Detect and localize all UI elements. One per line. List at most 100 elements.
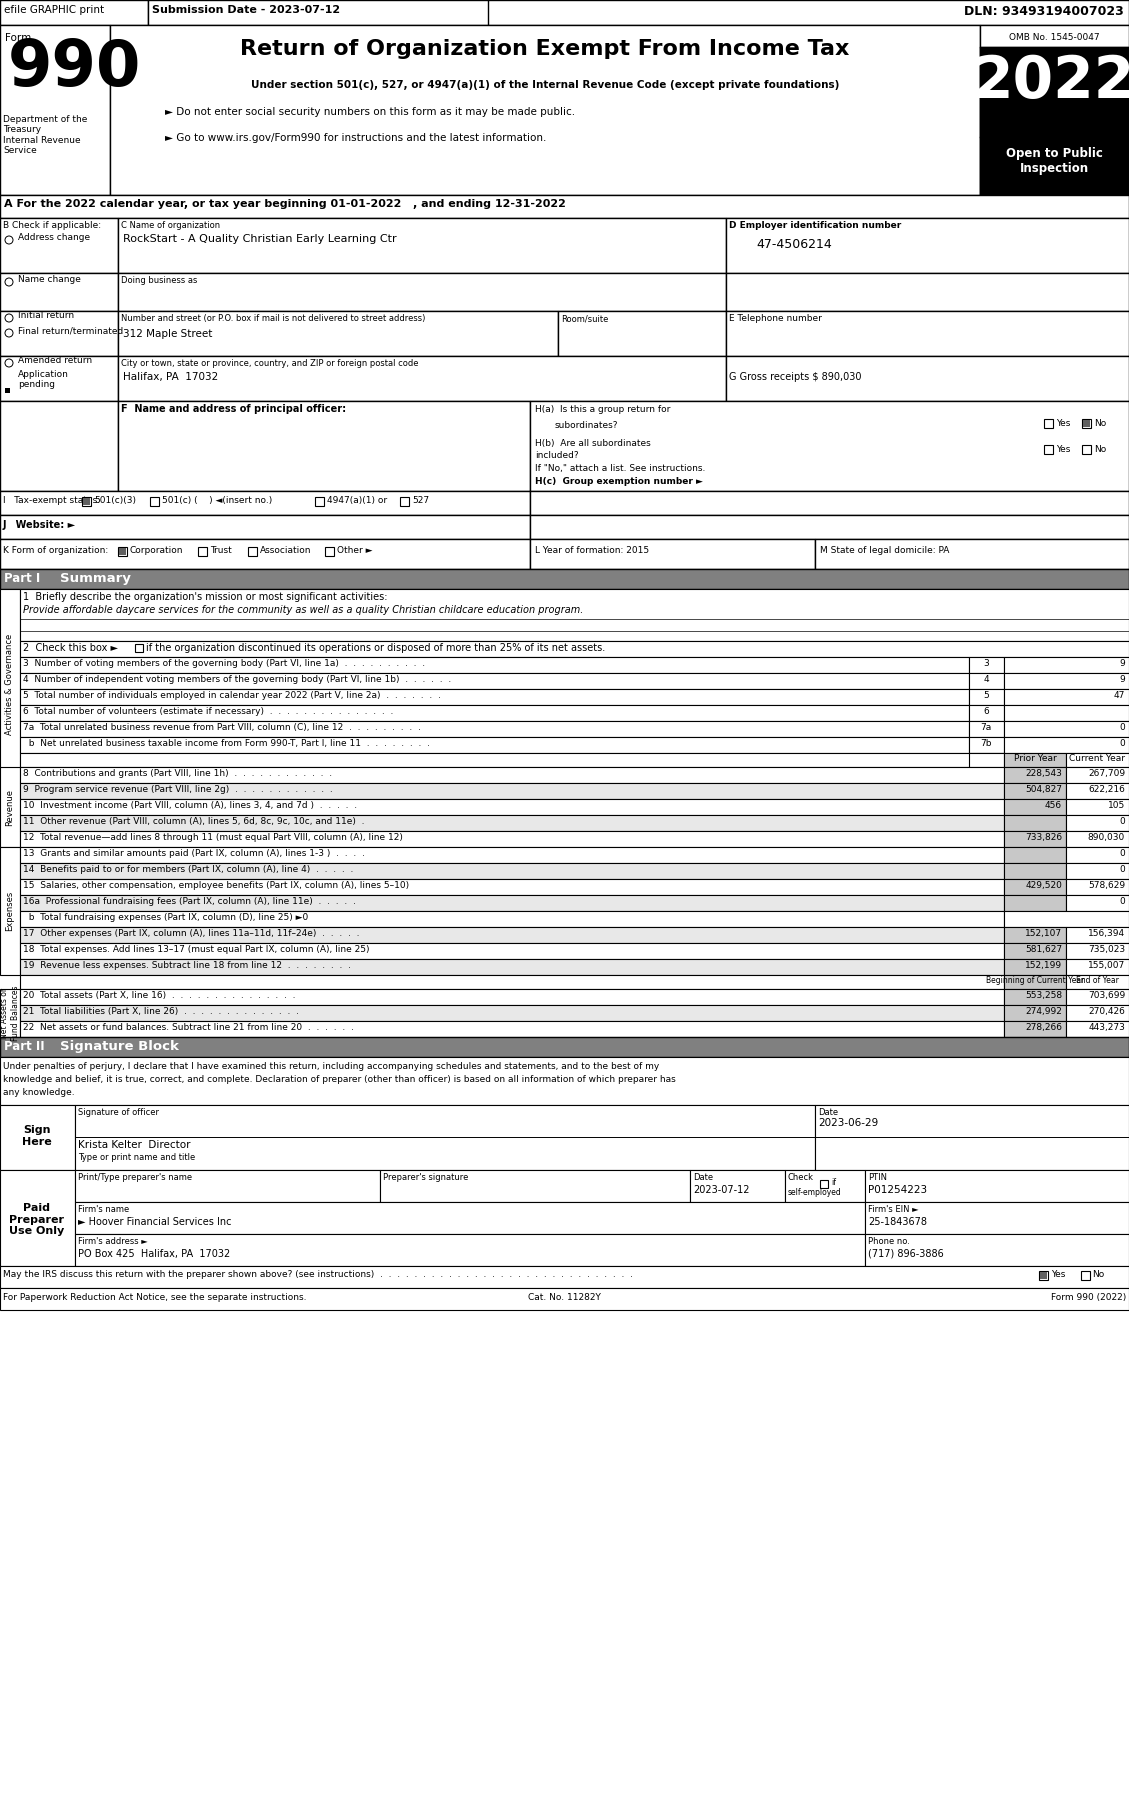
Bar [84, 499, 90, 504]
Bar [119, 548, 126, 555]
Text: 504,827: 504,827 [1025, 785, 1062, 795]
Bar [20, 927, 1004, 943]
Text: 4: 4 [983, 675, 989, 684]
Bar [1066, 798, 1129, 814]
Bar [20, 1021, 1004, 1038]
Text: 990: 990 [8, 36, 141, 100]
Bar [726, 272, 1129, 310]
Text: Firm's EIN ►: Firm's EIN ► [868, 1204, 919, 1214]
Text: 527: 527 [412, 495, 429, 504]
Bar [1082, 444, 1091, 454]
Bar [84, 499, 89, 504]
Text: 9: 9 [1119, 675, 1124, 684]
Text: Under penalties of perjury, I declare that I have examined this return, includin: Under penalties of perjury, I declare th… [3, 1061, 659, 1070]
Bar [1066, 974, 1129, 989]
Text: Final return/terminated: Final return/terminated [18, 327, 123, 336]
Text: Yes: Yes [1056, 444, 1070, 454]
Text: Halifax, PA  17032: Halifax, PA 17032 [123, 372, 218, 383]
Text: if the organization discontinued its operations or disposed of more than 25% of : if the organization discontinued its ope… [146, 642, 605, 653]
Bar [119, 548, 126, 557]
Bar [969, 689, 1004, 706]
Text: PTIN: PTIN [868, 1174, 887, 1183]
Bar [75, 1234, 865, 1266]
Text: Provide affordable daycare services for the community as well as a quality Chris: Provide affordable daycare services for … [23, 606, 584, 615]
Text: Department of the
Treasury
Internal Revenue
Service: Department of the Treasury Internal Reve… [3, 114, 87, 156]
Bar [0, 0, 148, 25]
Bar [1066, 894, 1129, 911]
Bar [119, 218, 726, 272]
Bar [1041, 1273, 1047, 1279]
Text: 105: 105 [1108, 802, 1124, 811]
Text: knowledge and belief, it is true, correct, and complete. Declaration of preparer: knowledge and belief, it is true, correc… [3, 1076, 676, 1085]
Bar [980, 47, 1129, 138]
Bar [20, 640, 1129, 657]
Bar [0, 1170, 75, 1266]
Bar [980, 138, 1129, 194]
Bar [1066, 767, 1129, 784]
Bar [0, 590, 20, 778]
Text: 5  Total number of individuals employed in calendar year 2022 (Part V, line 2a) : 5 Total number of individuals employed i… [23, 691, 441, 700]
Bar [785, 1170, 865, 1203]
Bar [20, 960, 1004, 974]
Text: 22  Net assets or fund balances. Subtract line 21 from line 20  .  .  .  .  .  .: 22 Net assets or fund balances. Subtract… [23, 1023, 353, 1032]
Bar [1066, 927, 1129, 943]
Bar [20, 911, 1004, 927]
Text: 18  Total expenses. Add lines 13–17 (must equal Part IX, column (A), line 25): 18 Total expenses. Add lines 13–17 (must… [23, 945, 369, 954]
Text: Corporation: Corporation [130, 546, 184, 555]
Bar [1084, 421, 1089, 426]
Text: Sign
Here: Sign Here [23, 1125, 52, 1146]
Bar [969, 736, 1004, 753]
Text: 2023-07-12: 2023-07-12 [693, 1185, 750, 1195]
Bar [969, 753, 1004, 767]
Text: Firm's name: Firm's name [78, 1204, 129, 1214]
Bar [1082, 419, 1091, 428]
Text: 4947(a)(1) or: 4947(a)(1) or [327, 495, 387, 504]
Text: Type or print name and title: Type or print name and title [78, 1154, 195, 1163]
Text: J   Website: ►: J Website: ► [3, 521, 76, 530]
Text: 456: 456 [1044, 802, 1062, 811]
Text: 11  Other revenue (Part VIII, column (A), lines 5, 6d, 8c, 9c, 10c, and 11e)  .: 11 Other revenue (Part VIII, column (A),… [23, 816, 365, 825]
Text: self-employed: self-employed [788, 1188, 842, 1197]
Text: 155,007: 155,007 [1087, 961, 1124, 970]
Text: Doing business as: Doing business as [121, 276, 198, 285]
Bar [0, 767, 20, 847]
Text: Part I: Part I [5, 571, 41, 584]
Bar [1004, 736, 1129, 753]
Text: Beginning of Current Year: Beginning of Current Year [986, 976, 1084, 985]
Text: Check: Check [788, 1174, 814, 1183]
Text: 3: 3 [983, 658, 989, 668]
Bar [0, 194, 1129, 218]
Bar [380, 1170, 690, 1203]
Bar [75, 1105, 815, 1170]
Bar [865, 1203, 1129, 1234]
Text: If "No," attach a list. See instructions.: If "No," attach a list. See instructions… [535, 464, 706, 473]
Bar [815, 539, 1129, 570]
Text: D Employer identification number: D Employer identification number [729, 221, 901, 230]
Text: 5: 5 [983, 691, 989, 700]
Bar [1066, 753, 1129, 767]
Text: 2022: 2022 [973, 53, 1129, 111]
Text: 267,709: 267,709 [1088, 769, 1124, 778]
Bar [865, 1170, 1129, 1203]
Bar [1004, 720, 1129, 736]
Bar [1004, 863, 1066, 880]
Bar [1004, 847, 1066, 863]
Bar [1083, 421, 1089, 426]
Text: L Year of formation: 2015: L Year of formation: 2015 [535, 546, 649, 555]
Bar [530, 401, 1129, 492]
Bar [0, 539, 530, 570]
Bar [969, 657, 1004, 673]
Bar [1040, 1272, 1047, 1279]
Bar [1004, 1005, 1066, 1021]
Text: Other ►: Other ► [336, 546, 373, 555]
Bar [1066, 1021, 1129, 1038]
Text: Revenue: Revenue [6, 789, 15, 825]
Text: Amended return: Amended return [18, 356, 93, 365]
Bar [20, 657, 969, 673]
Bar [820, 1179, 828, 1188]
Text: C Name of organization: C Name of organization [121, 221, 220, 230]
Bar [20, 814, 1004, 831]
Text: Krista Kelter  Director: Krista Kelter Director [78, 1139, 191, 1150]
Text: I   Tax-exempt status:: I Tax-exempt status: [3, 495, 100, 504]
Bar [1066, 943, 1129, 960]
